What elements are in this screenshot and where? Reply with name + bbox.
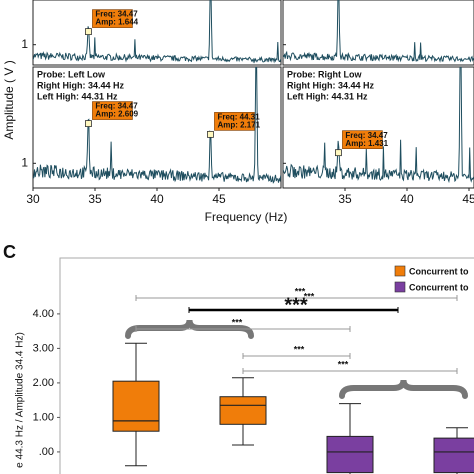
marker-label-box	[92, 9, 133, 28]
probe-text: Probe: Right Low	[287, 69, 362, 79]
y-axis-label: e 44.3 Hz / Amplitude 34.4 Hz)	[15, 332, 26, 468]
spectrum-trace	[33, 0, 281, 64]
marker-amp: Amp: 1.644	[95, 18, 138, 27]
x-tick-label: 45	[462, 192, 474, 206]
box	[112, 380, 160, 432]
x-tick-label: 45	[212, 192, 226, 206]
y-axis-label: Amplitude ( V )	[2, 60, 16, 139]
marker-freq: Freq: 44.31	[217, 112, 260, 121]
peak-marker	[85, 28, 92, 36]
y-tick-label: 3.00	[33, 342, 54, 354]
peak-marker	[85, 120, 92, 127]
group-brace	[339, 379, 468, 399]
marker-amp: Amp: 2.609	[95, 110, 138, 119]
spectrum-trace	[283, 0, 474, 63]
trace-group	[283, 0, 474, 63]
peak-marker	[207, 130, 214, 138]
marker-freq: Freq: 34.47	[95, 102, 138, 111]
probe-text: Probe: Left Low	[37, 69, 106, 79]
marker-label-box	[214, 112, 255, 131]
y-tick-label: 1.00	[33, 411, 54, 423]
significance-label: ***	[284, 294, 308, 316]
probe-text: Right High: 34.44 Hz	[37, 80, 125, 90]
trace-group	[33, 0, 281, 64]
marker-freq: Freq: 34.47	[345, 131, 388, 140]
y-tick-label: 4.00	[33, 308, 54, 320]
x-axis-label: Frequency (Hz)	[205, 210, 288, 224]
x-tick-label: 35	[88, 192, 102, 206]
x-tick-label: 30	[26, 192, 40, 206]
trace-group	[283, 67, 474, 184]
x-tick-label: 40	[150, 192, 164, 206]
y-tick-label: .00	[39, 446, 54, 458]
legend-label: Concurrent to	[409, 282, 469, 292]
significance-label: ***	[338, 359, 349, 369]
x-tick-label: 35	[338, 192, 352, 206]
y-tick-label: 1	[21, 155, 28, 169]
significance-label: ***	[295, 286, 306, 296]
y-tick-label: 1	[21, 37, 28, 51]
significance-label: ***	[304, 291, 315, 301]
box	[219, 396, 267, 425]
box	[326, 435, 374, 474]
panel-frame	[32, 0, 282, 66]
panel-label: C	[3, 242, 16, 262]
plot-frame	[59, 257, 474, 474]
legend-swatch	[394, 281, 406, 293]
significance-label: ***	[294, 344, 305, 354]
trace-group	[33, 67, 281, 184]
box	[433, 437, 474, 474]
legend-swatch	[394, 265, 406, 277]
marker-amp: Amp: 2.171	[217, 120, 260, 129]
x-tick-label: 40	[400, 192, 414, 206]
spectrum-trace	[283, 67, 474, 184]
panel-frame	[282, 0, 474, 66]
marker-freq: Freq: 34.47	[95, 10, 138, 19]
probe-text: Left High: 44.31 Hz	[37, 91, 118, 101]
panel-frame	[282, 66, 474, 189]
legend-label: Concurrent to	[409, 266, 469, 276]
marker-label-box	[342, 130, 383, 149]
significance-label: ***	[232, 317, 243, 327]
marker-amp: Amp: 1.431	[345, 139, 388, 148]
probe-text: Right High: 34.44 Hz	[287, 80, 375, 90]
probe-text: Left High: 44.31 Hz	[287, 91, 368, 101]
y-tick-label: 2.00	[33, 377, 54, 389]
marker-label-box	[92, 101, 133, 120]
peak-marker	[335, 149, 342, 157]
spectrum-trace	[33, 67, 281, 184]
